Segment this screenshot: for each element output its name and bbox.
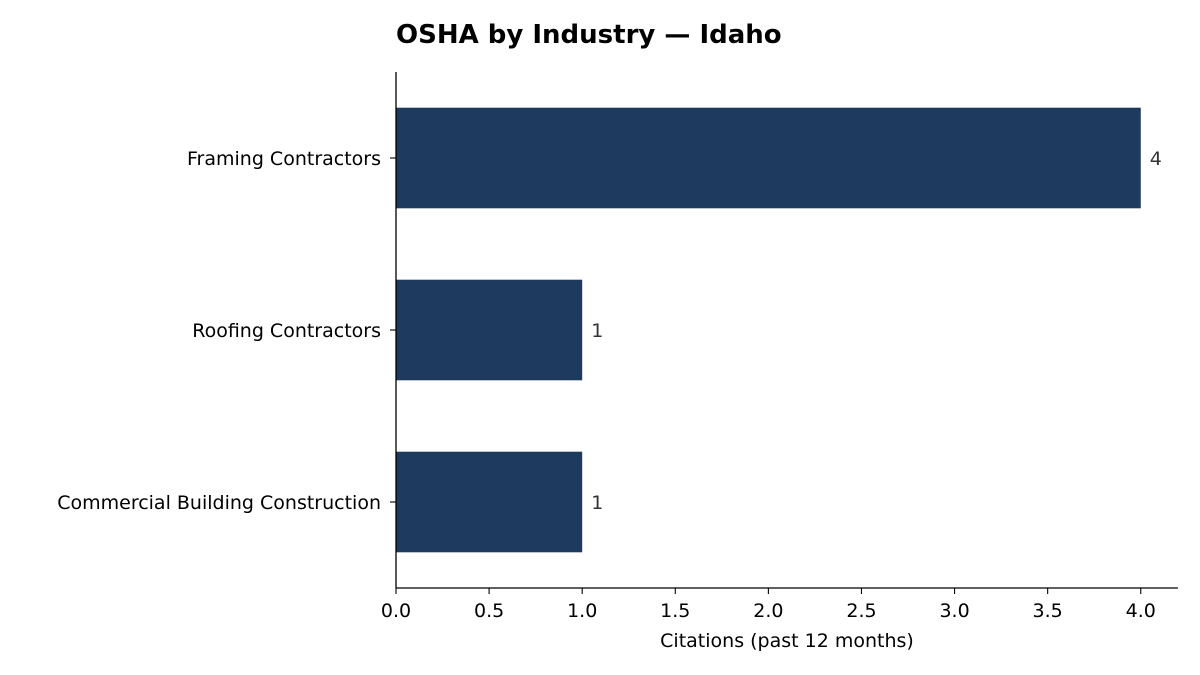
- y-tick-label-2: Commercial Building Construction: [57, 492, 381, 514]
- bar-1: [396, 279, 583, 381]
- bar-2: [396, 451, 583, 553]
- bar-value-label-2: 1: [591, 492, 603, 514]
- bar-value-label-1: 1: [591, 320, 603, 342]
- x-tick-label-4: 2.0: [753, 600, 783, 622]
- x-tick-label-0: 0.0: [381, 600, 411, 622]
- y-tick-label-1: Roofing Contractors: [192, 320, 381, 342]
- x-tick-label-8: 4.0: [1126, 600, 1156, 622]
- x-tick-label-7: 3.5: [1033, 600, 1063, 622]
- bar-0: [396, 107, 1141, 209]
- chart-title: OSHA by Industry — Idaho: [396, 20, 782, 50]
- x-tick-label-6: 3.0: [939, 600, 969, 622]
- y-tick-label-0: Framing Contractors: [187, 148, 381, 170]
- x-tick-label-5: 2.5: [846, 600, 876, 622]
- bar-value-label-0: 4: [1150, 148, 1162, 170]
- x-tick-label-3: 1.5: [660, 600, 690, 622]
- x-axis-ticks: 0.0 0.5 1.0 1.5 2.0 2.5 3.0 3.5 4.0: [381, 588, 1156, 622]
- bars-group: [396, 107, 1141, 553]
- y-axis-ticks: Framing Contractors Roofing Contractors Co…: [57, 148, 396, 514]
- x-tick-label-1: 0.5: [474, 600, 504, 622]
- x-tick-label-2: 1.0: [567, 600, 597, 622]
- x-axis-label: Citations (past 12 months): [660, 630, 914, 652]
- data-labels-group: 4 1 1: [591, 148, 1162, 514]
